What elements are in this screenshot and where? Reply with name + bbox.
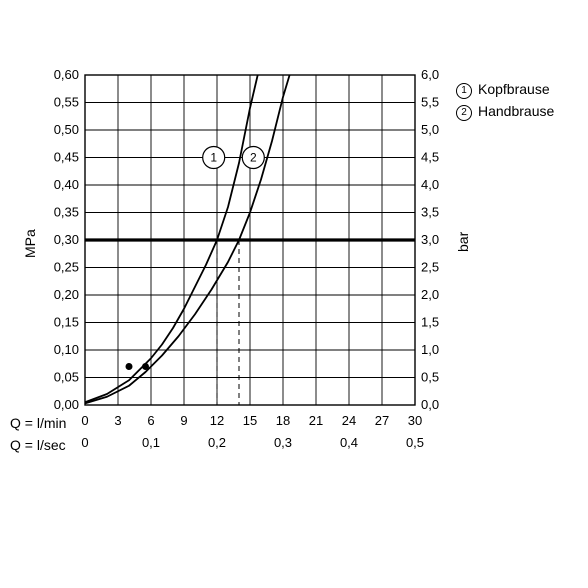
svg-text:0,10: 0,10 — [54, 342, 79, 357]
svg-text:0,4: 0,4 — [340, 435, 358, 450]
svg-text:4,0: 4,0 — [421, 177, 439, 192]
svg-text:3,5: 3,5 — [421, 205, 439, 220]
svg-text:4,5: 4,5 — [421, 150, 439, 165]
svg-text:6: 6 — [147, 413, 154, 428]
svg-text:5,5: 5,5 — [421, 95, 439, 110]
svg-text:0,15: 0,15 — [54, 315, 79, 330]
svg-text:12: 12 — [210, 413, 224, 428]
svg-text:0,60: 0,60 — [54, 67, 79, 82]
legend-label: Kopfbrause — [478, 81, 550, 97]
svg-text:3: 3 — [114, 413, 121, 428]
svg-text:27: 27 — [375, 413, 389, 428]
svg-text:0,1: 0,1 — [142, 435, 160, 450]
svg-text:0,35: 0,35 — [54, 205, 79, 220]
legend-item: 1 Kopfbrause — [456, 78, 554, 100]
svg-text:0,30: 0,30 — [54, 232, 79, 247]
legend-marker: 1 — [456, 83, 472, 99]
svg-text:0: 0 — [81, 435, 88, 450]
legend-label: Handbrause — [478, 103, 554, 119]
svg-text:1,5: 1,5 — [421, 315, 439, 330]
svg-text:9: 9 — [180, 413, 187, 428]
svg-text:0,5: 0,5 — [406, 435, 424, 450]
svg-text:0,40: 0,40 — [54, 177, 79, 192]
svg-text:0,2: 0,2 — [208, 435, 226, 450]
svg-text:0: 0 — [81, 413, 88, 428]
y-axis-left-label: MPa — [22, 229, 38, 258]
svg-text:15: 15 — [243, 413, 257, 428]
svg-text:18: 18 — [276, 413, 290, 428]
svg-text:0,20: 0,20 — [54, 287, 79, 302]
svg-text:5,0: 5,0 — [421, 122, 439, 137]
x-axis-label-lsec: Q = l/sec — [10, 437, 66, 453]
svg-text:2,5: 2,5 — [421, 260, 439, 275]
x-axis-label-lmin: Q = l/min — [10, 415, 66, 431]
y-axis-right-label: bar — [455, 232, 471, 252]
svg-text:0,3: 0,3 — [274, 435, 292, 450]
legend: 1 Kopfbrause 2 Handbrause — [456, 78, 554, 123]
svg-text:6,0: 6,0 — [421, 67, 439, 82]
svg-text:0,05: 0,05 — [54, 370, 79, 385]
svg-text:2,0: 2,0 — [421, 287, 439, 302]
svg-text:21: 21 — [309, 413, 323, 428]
svg-text:0,45: 0,45 — [54, 150, 79, 165]
svg-text:24: 24 — [342, 413, 356, 428]
legend-item: 2 Handbrause — [456, 100, 554, 122]
svg-text:1: 1 — [210, 151, 217, 165]
svg-text:0,25: 0,25 — [54, 260, 79, 275]
svg-text:0,0: 0,0 — [421, 397, 439, 412]
svg-text:0,00: 0,00 — [54, 397, 79, 412]
legend-marker: 2 — [456, 105, 472, 121]
svg-text:0,50: 0,50 — [54, 122, 79, 137]
svg-text:1,0: 1,0 — [421, 342, 439, 357]
chart-container: { "type": "line", "plot": { "x_px": 85, … — [0, 0, 588, 588]
svg-text:0,5: 0,5 — [421, 370, 439, 385]
svg-text:2: 2 — [250, 151, 257, 165]
svg-text:30: 30 — [408, 413, 422, 428]
svg-text:0,55: 0,55 — [54, 95, 79, 110]
svg-text:3,0: 3,0 — [421, 232, 439, 247]
